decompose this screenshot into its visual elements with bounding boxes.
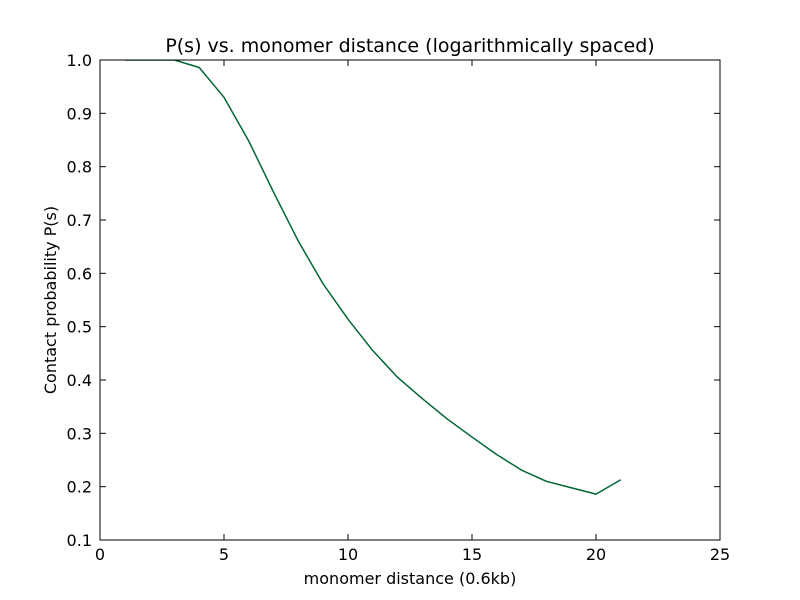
- x-axis-ticks: 0 5 10 15 20 25: [95, 60, 730, 564]
- chart-title: P(s) vs. monomer distance (logarithmical…: [165, 35, 654, 57]
- y-tick-label: 0.8: [67, 158, 92, 177]
- x-tick-label: 10: [338, 545, 358, 564]
- y-tick-label: 0.4: [67, 371, 92, 390]
- y-axis-label: Contact probability P(s): [41, 206, 60, 394]
- y-tick-label: 0.7: [67, 211, 92, 230]
- x-tick-label: 15: [462, 545, 482, 564]
- y-tick-label: 0.5: [67, 318, 92, 337]
- x-tick-label: 0: [95, 545, 105, 564]
- x-tick-label: 20: [586, 545, 606, 564]
- y-tick-label: 0.3: [67, 424, 92, 443]
- y-tick-label: 1.0: [67, 51, 92, 70]
- series-layer: [124, 60, 622, 495]
- plot-frame: [99, 59, 721, 541]
- y-tick-label: 0.2: [67, 478, 92, 497]
- y-tick-label: 0.9: [67, 104, 92, 123]
- y-tick-label: 0.1: [67, 531, 92, 550]
- y-axis-ticks: 0.1 0.2 0.3 0.4 0.5 0.6 0.7 0.8 0.9 1.0: [67, 51, 720, 550]
- x-tick-label: 25: [710, 545, 730, 564]
- series-line: [124, 60, 622, 495]
- plot-area: 0 5 10 15 20 25 0.1 0.2 0.3 0.4 0.5 0.6 0.7 0.8 0.9 1.…: [67, 51, 731, 564]
- x-tick-label: 5: [219, 545, 229, 564]
- x-axis-label: monomer distance (0.6kb): [304, 569, 517, 588]
- y-tick-label: 0.6: [67, 264, 92, 283]
